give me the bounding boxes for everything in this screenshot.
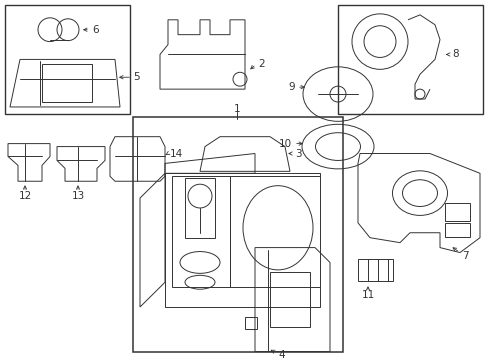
Text: 10: 10	[278, 139, 291, 149]
Text: 12: 12	[19, 191, 32, 201]
Bar	[244, 317, 257, 329]
Bar	[5, 5, 130, 114]
Bar	[269, 273, 309, 327]
Bar	[133, 117, 342, 352]
Bar	[444, 223, 469, 237]
Text: 11: 11	[361, 290, 374, 300]
Text: 6: 6	[92, 25, 99, 35]
Text: 7: 7	[461, 251, 468, 261]
Text: 3: 3	[294, 149, 301, 158]
Bar	[337, 5, 482, 114]
Text: 5: 5	[133, 72, 140, 82]
Bar	[357, 260, 392, 281]
Text: 4: 4	[278, 350, 285, 360]
Text: 1: 1	[233, 104, 240, 114]
Text: 8: 8	[451, 49, 458, 59]
Text: 14: 14	[170, 149, 183, 158]
Text: 13: 13	[71, 191, 84, 201]
Text: 2: 2	[258, 59, 264, 69]
Bar	[42, 64, 92, 102]
Text: 9: 9	[288, 82, 294, 92]
Bar	[444, 203, 469, 221]
